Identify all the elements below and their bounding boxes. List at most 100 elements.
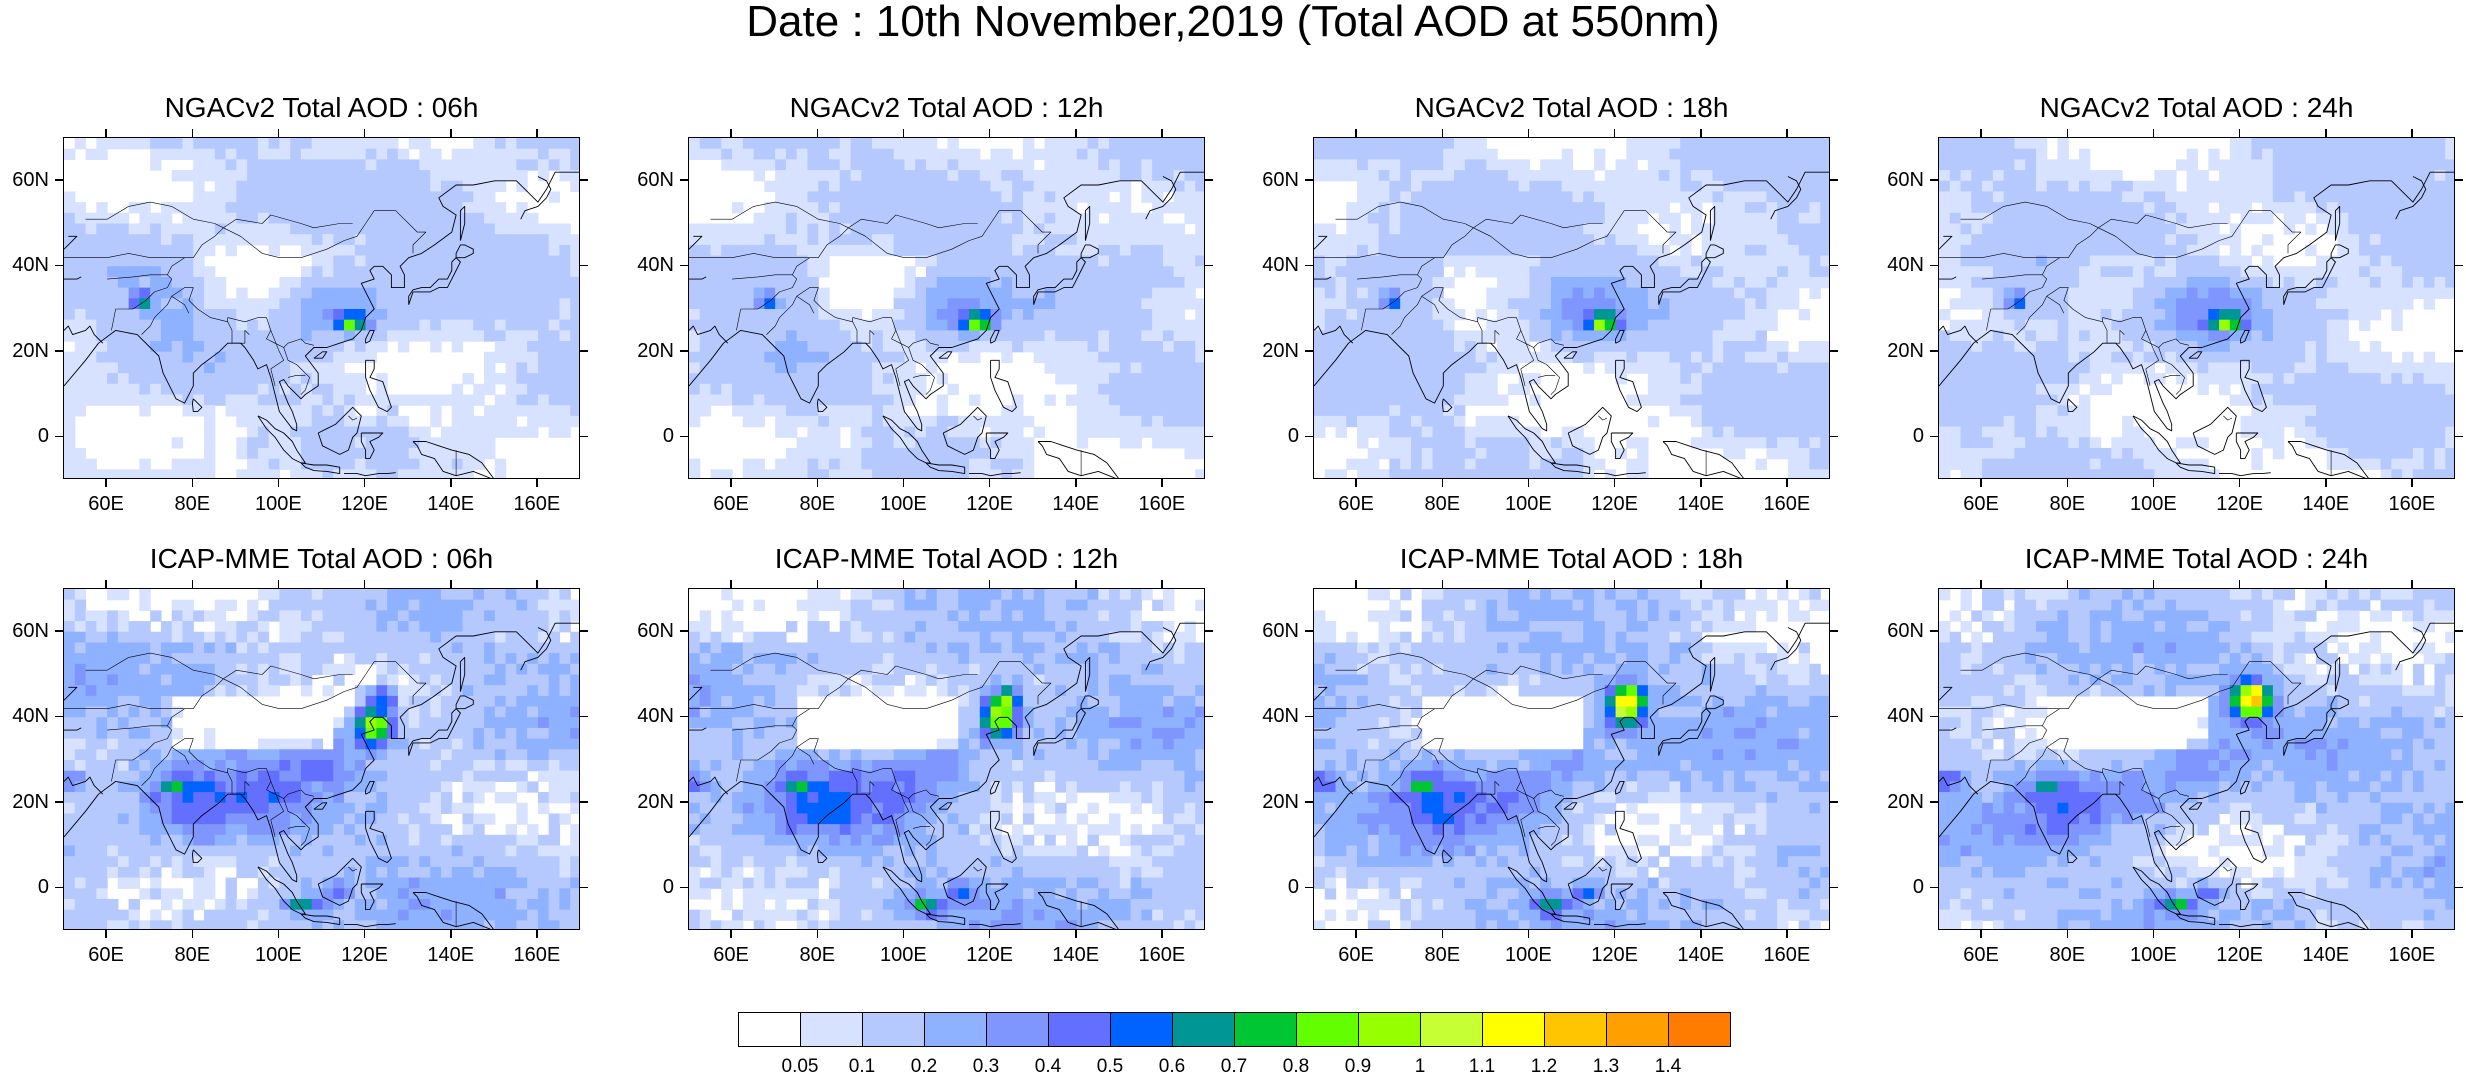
coastline <box>1034 258 1086 305</box>
coastline <box>361 433 383 459</box>
coastline <box>366 330 375 343</box>
coastline <box>1706 245 1723 258</box>
y-tick-mark <box>55 265 63 267</box>
x-tick-label: 60E <box>1338 493 1374 515</box>
coastline <box>192 399 202 412</box>
y-tick-mark <box>1205 436 1213 438</box>
country-border <box>909 348 935 395</box>
coastline <box>1594 473 1646 476</box>
country-border <box>973 416 982 420</box>
x-tick-mark <box>817 129 819 137</box>
coastline <box>939 352 952 358</box>
coastline <box>991 360 1017 411</box>
x-tick-mark <box>1161 129 1163 137</box>
country-border <box>1392 288 1564 348</box>
country-border <box>1357 211 1676 279</box>
x-tick-label: 140E <box>427 493 474 515</box>
y-tick-label: 0 <box>38 425 49 447</box>
coastline-overlay <box>689 138 1205 479</box>
country-border <box>228 322 250 343</box>
coastline <box>521 177 551 220</box>
country-border <box>913 375 930 377</box>
coastline <box>460 206 464 240</box>
coastline <box>1611 433 1633 459</box>
x-tick-label: 140E <box>1052 493 1099 515</box>
x-tick-mark <box>1442 479 1444 487</box>
y-tick-mark <box>55 436 63 438</box>
coastline <box>1081 245 1098 258</box>
aod-map-panel <box>1938 137 2455 479</box>
coastline <box>1314 236 1327 249</box>
panel-title: NGACv2 Total AOD : 18h <box>1415 93 1729 123</box>
y-tick-mark <box>580 350 588 352</box>
coastline <box>1663 442 1745 480</box>
x-tick-label: 80E <box>174 493 210 515</box>
country-border <box>1478 322 1500 343</box>
y-tick-mark <box>580 179 588 181</box>
x-tick-mark <box>989 129 991 137</box>
x-tick-label: 160E <box>1139 493 1186 515</box>
y-tick-mark <box>580 436 588 438</box>
country-border <box>1314 253 1435 257</box>
coastline <box>366 360 392 411</box>
coastline <box>314 352 327 358</box>
y-tick-mark <box>1830 436 1838 438</box>
y-tick-mark <box>1305 179 1313 181</box>
x-tick-mark <box>730 129 732 137</box>
aod-map-panel <box>688 137 1205 479</box>
x-tick-label: 120E <box>341 493 388 515</box>
x-tick-mark <box>450 479 452 487</box>
coastline <box>413 442 495 480</box>
country-border <box>711 202 849 228</box>
coastline <box>64 326 103 343</box>
x-tick-mark <box>1075 479 1077 487</box>
x-tick-label: 140E <box>1677 493 1724 515</box>
coastline-overlay <box>1314 138 1830 479</box>
x-tick-mark <box>903 479 905 487</box>
coastline <box>969 473 1021 476</box>
y-tick-label: 40N <box>1262 254 1299 276</box>
country-border <box>172 296 189 313</box>
coastline <box>986 433 1008 459</box>
coastline <box>926 463 965 474</box>
country-border <box>64 253 185 257</box>
x-tick-label: 160E <box>514 493 561 515</box>
country-border <box>111 275 171 331</box>
y-tick-mark <box>1205 265 1213 267</box>
x-tick-label: 160E <box>1764 493 1811 515</box>
coastline <box>258 416 305 463</box>
country-border <box>848 215 977 228</box>
coastline <box>318 407 361 454</box>
x-tick-mark <box>1442 129 1444 137</box>
y-tick-label: 20N <box>637 340 674 362</box>
coastline <box>1568 407 1611 454</box>
coastline <box>64 236 77 249</box>
aod-map-panel <box>1313 137 1830 479</box>
x-tick-mark <box>1075 129 1077 137</box>
country-border <box>288 375 305 377</box>
y-tick-mark <box>1205 350 1213 352</box>
x-tick-mark <box>536 479 538 487</box>
country-border <box>1422 296 1439 313</box>
x-tick-mark <box>364 479 366 487</box>
coastline <box>1616 360 1642 411</box>
y-tick-mark <box>1830 179 1838 181</box>
coastline <box>301 463 340 474</box>
y-tick-label: 40N <box>637 254 674 276</box>
x-tick-mark <box>192 479 194 487</box>
coastline <box>1314 172 1830 431</box>
coastline <box>1616 330 1625 343</box>
coastline <box>456 245 473 258</box>
country-border <box>853 322 875 343</box>
y-tick-label: 0 <box>663 425 674 447</box>
coastline <box>689 172 1205 431</box>
x-tick-mark <box>989 479 991 487</box>
y-tick-label: 0 <box>1288 425 1299 447</box>
x-tick-label: 60E <box>88 493 124 515</box>
country-border <box>107 211 426 279</box>
y-tick-mark <box>55 350 63 352</box>
coastline <box>1146 177 1176 220</box>
y-tick-mark <box>680 436 688 438</box>
x-tick-mark <box>1614 479 1616 487</box>
country-border <box>223 215 352 228</box>
